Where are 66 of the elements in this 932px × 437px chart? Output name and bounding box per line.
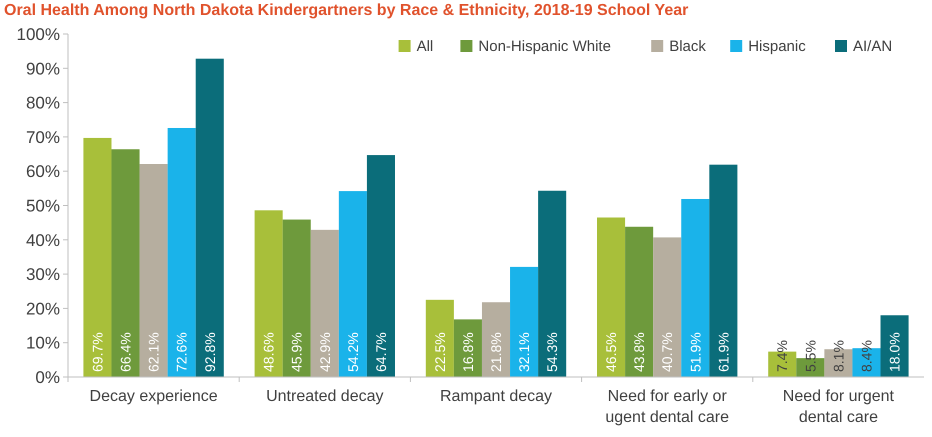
x-tick-label: Decay experience [90,388,218,405]
x-tick-label: Need for urgent dental care [782,388,895,426]
data-label: 61.9% [715,332,732,372]
bar [111,149,140,377]
data-label: 45.9% [288,332,305,372]
legend-label: Non-Hispanic White [478,38,611,55]
y-tick-label: 0% [35,368,60,387]
bar [83,138,112,377]
legend-label: Black [669,38,706,55]
bar [482,302,510,377]
bar [196,58,224,377]
y-tick-label: 30% [26,265,60,284]
data-label: 21.8% [488,332,504,372]
data-label: 62.1% [146,332,162,372]
bar [168,128,196,377]
bar [140,164,168,377]
bar [538,190,566,377]
bar [510,266,538,377]
data-label: 66.4% [118,332,134,372]
y-tick-label: 100% [16,24,60,44]
bar [681,198,710,377]
bar [282,220,311,377]
bar [310,230,339,377]
y-tick-label: 20% [26,299,60,318]
y-tick-label: 50% [26,196,60,216]
x-tick-label: Need for early or ugent dental care [605,388,730,426]
bar [709,164,738,377]
y-tick-label: 80% [26,94,60,113]
data-label: 7.4% [774,340,790,372]
data-label: 64.7% [372,332,389,372]
data-label: 46.5% [603,332,620,372]
legend-label: AI/AN [853,38,892,55]
data-label: 54.3% [544,332,560,372]
data-label: 72.6% [174,332,190,372]
y-tick-label: 90% [26,59,60,78]
legend-label: Hispanic [748,38,806,55]
bar [653,237,682,377]
bar [625,226,654,377]
data-label: 18.0% [886,332,903,372]
data-label: 48.6% [260,332,277,372]
data-label: 8.4% [858,340,874,372]
x-tick-label: Untreated decay [266,388,384,405]
data-label: 22.5% [432,332,448,372]
y-tick-label: 10% [26,334,60,353]
legend-label: All [416,38,434,55]
data-label: 69.7% [89,332,106,372]
data-label: 92.8% [202,332,218,372]
data-label: 8.1% [830,340,846,372]
y-tick-label: 60% [26,162,60,182]
data-label: 42.9% [316,332,333,372]
data-label: 5.5% [802,340,818,372]
x-tick-label: Rampant decay [440,388,552,405]
chart-title: Oral Health Among North Dakota Kindergartners by Race & Ethnicity, 2018-19 School Year [4,2,688,19]
y-tick-label: 40% [26,230,60,250]
bar [426,300,454,377]
data-label: 40.7% [659,332,676,372]
data-label: 32.1% [516,332,532,372]
bar [254,210,283,377]
data-label: 54.2% [344,332,361,372]
data-label: 43.8% [631,332,648,372]
bar [366,155,395,377]
data-label: 16.8% [460,332,476,372]
bar [338,191,367,377]
data-label: 51.9% [687,332,704,372]
y-tick-label: 70% [26,128,60,147]
bar [597,218,626,377]
